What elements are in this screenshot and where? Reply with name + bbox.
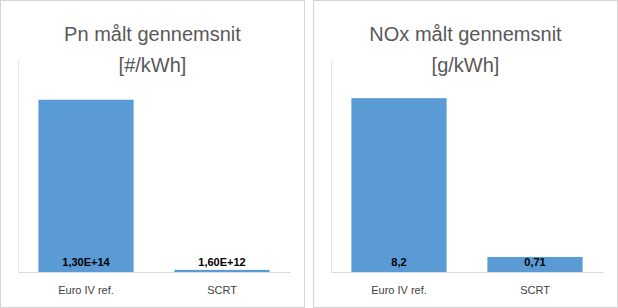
panel-frame	[1, 1, 305, 308]
chart-subtitle: [g/kWh]	[432, 54, 500, 76]
x-tick-label: Euro IV ref.	[58, 284, 114, 296]
x-tick: Euro IV ref.	[58, 272, 114, 296]
bars	[38, 100, 269, 272]
x-axis-line	[19, 272, 291, 273]
chart-title: Pn målt gennemsnit	[64, 23, 241, 45]
chart-subtitle: [#/kWh]	[119, 54, 187, 76]
bars	[351, 98, 582, 272]
x-tick: SCRT	[520, 272, 550, 296]
panel: NOx målt gennemsnit [g/kWh] Euro IV ref. SC…	[314, 1, 618, 308]
data-label: 8,2	[391, 256, 406, 268]
data-label: 1,60E+12	[198, 256, 245, 268]
x-tick-label: Euro IV ref.	[371, 284, 427, 296]
y-axis	[331, 61, 332, 273]
panel: Pn målt gennemsnit [#/kWh] Euro IV ref. SCR…	[1, 1, 305, 308]
x-axis: Euro IV ref. SCRT	[332, 272, 604, 296]
x-tick-label: SCRT	[520, 284, 550, 296]
x-tick: Euro IV ref.	[371, 272, 427, 296]
data-label: 0,71	[524, 256, 545, 268]
chart-root: Pn målt gennemsnit [#/kWh] Euro IV ref. SCR…	[0, 0, 618, 308]
data-label: 1,30E+14	[62, 256, 110, 268]
x-axis-line	[332, 272, 604, 273]
y-axis-line	[331, 61, 332, 273]
panel-frame	[314, 1, 618, 308]
bar	[174, 270, 269, 272]
data-labels: 8,2 0,71	[391, 256, 545, 268]
y-axis	[18, 61, 19, 273]
bar	[38, 100, 133, 272]
chart-title: NOx målt gennemsnit	[369, 23, 562, 45]
x-axis: Euro IV ref. SCRT	[19, 272, 291, 296]
x-tick: SCRT	[207, 272, 237, 296]
y-axis-line	[18, 61, 19, 273]
bar	[487, 257, 582, 272]
x-tick-label: SCRT	[207, 284, 237, 296]
bar	[351, 98, 446, 272]
data-labels: 1,30E+14 1,60E+12	[62, 256, 245, 268]
